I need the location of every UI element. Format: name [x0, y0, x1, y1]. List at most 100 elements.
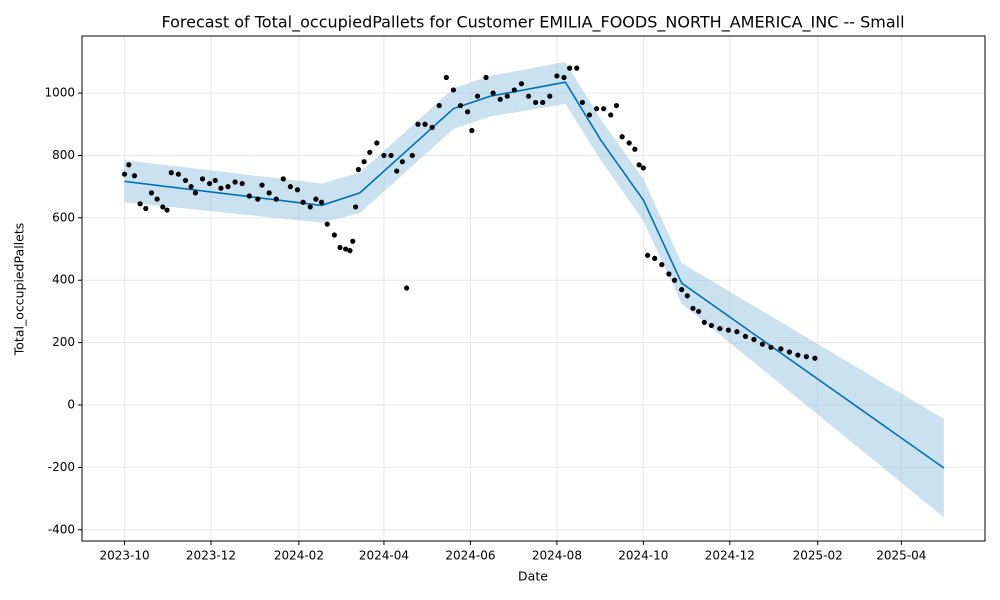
x-tick-label: 2023-12 — [186, 549, 236, 563]
observed-point — [533, 99, 539, 106]
observed-point — [361, 159, 367, 165]
observed-point — [554, 73, 560, 79]
observed-point — [399, 159, 405, 165]
observed-point — [759, 341, 766, 347]
observed-point — [350, 238, 356, 244]
x-tick-label: 2025-02 — [793, 549, 843, 563]
observed-point — [388, 152, 394, 159]
observed-point — [586, 112, 593, 118]
observed-point — [717, 325, 723, 332]
observed-point — [206, 180, 213, 187]
y-tick-label: 400 — [52, 273, 75, 287]
observed-point — [318, 199, 325, 205]
observed-point — [192, 190, 199, 196]
observed-point — [734, 329, 740, 335]
y-tick-label: -200 — [48, 460, 75, 474]
y-tick-label: 0 — [67, 398, 75, 412]
observed-point — [212, 177, 218, 184]
observed-point — [331, 232, 337, 238]
x-tick-label: 2024-06 — [445, 549, 495, 563]
observed-point — [175, 171, 181, 177]
x-tick-label: 2024-08 — [532, 549, 582, 563]
observed-point — [696, 308, 702, 315]
observed-point — [525, 93, 532, 99]
observed-point — [273, 196, 279, 202]
observed-point — [768, 344, 774, 350]
observed-point — [121, 171, 128, 177]
observed-point — [659, 262, 665, 268]
observed-point — [280, 176, 286, 182]
observed-point — [684, 293, 690, 299]
observed-point — [803, 354, 809, 360]
observed-point — [812, 355, 818, 361]
observed-point — [619, 134, 625, 140]
observed-point — [429, 124, 435, 130]
observed-point — [450, 87, 457, 93]
observed-point — [464, 109, 471, 115]
observed-point — [239, 180, 245, 187]
observed-point — [567, 65, 573, 71]
observed-point — [626, 140, 632, 146]
observed-point — [608, 112, 614, 118]
observed-point — [188, 184, 194, 190]
observed-point — [218, 185, 224, 191]
observed-point — [795, 352, 801, 358]
observed-point — [742, 333, 749, 339]
observed-point — [518, 81, 525, 87]
observed-point — [313, 196, 319, 202]
observed-point — [137, 201, 143, 207]
observed-point — [666, 271, 672, 277]
observed-point — [474, 93, 481, 99]
observed-point — [469, 127, 475, 134]
observed-point — [511, 87, 517, 93]
observed-point — [579, 99, 586, 106]
observed-point — [561, 74, 567, 81]
observed-point — [593, 106, 600, 112]
forecast-line — [124, 81, 945, 469]
observed-point — [457, 102, 464, 109]
observed-point — [160, 204, 166, 210]
observed-point — [126, 162, 132, 168]
observed-point — [324, 221, 330, 227]
observed-point — [300, 199, 306, 205]
observed-point — [601, 106, 607, 112]
observed-point — [246, 193, 252, 199]
x-tick-label: 2024-12 — [705, 549, 755, 563]
x-axis-label: Date — [518, 569, 548, 584]
observed-point — [394, 168, 400, 174]
chart-title: Forecast of Total_occupiedPallets for Cu… — [161, 13, 904, 33]
observed-point — [182, 177, 189, 184]
x-tick-label: 2024-10 — [618, 549, 668, 563]
observed-point — [381, 152, 387, 159]
observed-point — [504, 93, 510, 99]
observed-point — [164, 207, 170, 213]
x-tick-label: 2023-10 — [99, 549, 149, 563]
observed-point — [131, 173, 138, 179]
observed-point — [725, 327, 732, 333]
observed-point — [225, 184, 231, 190]
observed-point — [671, 277, 678, 283]
observed-point — [490, 90, 496, 96]
observed-point — [294, 187, 301, 193]
observed-point — [347, 248, 353, 254]
observed-point — [701, 319, 707, 325]
observed-point — [751, 336, 757, 343]
observed-point — [367, 149, 373, 155]
observed-point — [355, 166, 362, 173]
observed-point — [343, 246, 349, 252]
observed-point — [574, 65, 580, 71]
observed-point — [708, 322, 715, 329]
x-tick-label: 2024-02 — [274, 549, 324, 563]
observed-point — [232, 179, 238, 185]
y-tick-label: 600 — [52, 210, 75, 224]
observed-point — [540, 99, 546, 106]
observed-point — [679, 286, 685, 293]
observed-point — [443, 74, 449, 81]
x-tick-label: 2024-04 — [359, 549, 409, 563]
observed-point — [632, 146, 638, 152]
observed-point — [778, 346, 784, 352]
plot-frame — [81, 35, 986, 542]
y-tick-label: -400 — [48, 522, 75, 536]
observed-point — [352, 204, 359, 210]
